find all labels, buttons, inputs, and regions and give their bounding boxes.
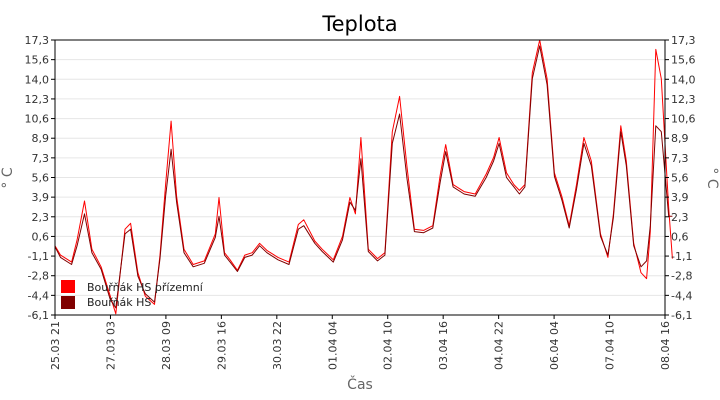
x-tick-label: 03.04 16 (437, 321, 450, 370)
y-tick-label: 0,6 (32, 230, 50, 243)
y-tick-label: -6,1 (28, 309, 49, 322)
x-tick-label: 08.04 16 (659, 321, 672, 370)
y-tick-label-right: 3,9 (671, 191, 689, 204)
y-tick-label: -1,1 (28, 250, 49, 263)
y-tick-label: 15,6 (25, 54, 50, 67)
y-tick-label: 5,6 (32, 172, 50, 185)
chart-title: Teplota (321, 12, 397, 36)
y-tick-label-right: 14,0 (671, 73, 696, 86)
x-axis: 25.03 21 27.03 03 28.03 09 29.03 16 30.03 22… (49, 315, 672, 370)
series-layer (54, 39, 673, 315)
y-tick-label-right: 10,6 (671, 113, 696, 126)
y-tick-label: 3,9 (32, 191, 50, 204)
y-tick-label: 2,3 (32, 211, 50, 224)
y-tick-label-right: 5,6 (671, 172, 689, 185)
y-tick-label: 8,9 (32, 132, 50, 145)
y-tick-label-right: 7,3 (671, 152, 689, 165)
y-tick-label: -2,8 (28, 270, 49, 283)
y-tick-label: 10,6 (25, 113, 50, 126)
y-tick-label: 14,0 (25, 73, 50, 86)
series-line-1 (54, 45, 673, 309)
x-tick-label: 27.03 03 (104, 321, 117, 370)
y-tick-label-right: 15,6 (671, 54, 696, 67)
y-tick-label-right: -2,8 (671, 270, 692, 283)
x-tick-label: 02.04 10 (382, 321, 395, 370)
y-axis-label-right: ° C (704, 167, 720, 188)
y-axis-left: 17,3 15,6 14,0 12,3 10,6 8,9 7,3 5,6 3,9 2,3 0,6 -1… (25, 34, 55, 322)
y-tick-label-right: -4,4 (671, 289, 692, 302)
y-tick-label-right: 17,3 (671, 34, 696, 47)
y-tick-label: 17,3 (25, 34, 50, 47)
y-axis-right: 17,3 15,6 14,0 12,3 10,6 8,9 7,3 5,6 3,9 2,3 0,6 -1… (665, 34, 696, 322)
x-tick-label: 07.04 10 (604, 321, 617, 370)
legend-label-secondary: Bouřňák HS (87, 296, 151, 309)
y-tick-label-right: -1,1 (671, 250, 692, 263)
y-tick-label: 7,3 (32, 152, 50, 165)
y-axis-label-left: ° C (0, 167, 16, 188)
y-tick-label: 12,3 (25, 93, 50, 106)
y-tick-label-right: -6,1 (671, 309, 692, 322)
x-tick-label: 30.03 22 (271, 321, 284, 370)
x-axis-label: Čas (347, 375, 373, 393)
x-tick-label: 01.04 04 (326, 321, 339, 370)
x-tick-label: 29.03 16 (215, 321, 228, 370)
x-tick-label: 04.04 22 (493, 321, 506, 370)
x-tick-label: 06.04 04 (548, 321, 561, 370)
legend-label-primary: Bouřňák HS přízemní (87, 281, 204, 294)
legend: Bouřňák HS přízemní Bouřňák HS (61, 280, 204, 309)
legend-swatch-primary (61, 280, 75, 293)
legend-swatch-secondary (61, 296, 75, 309)
y-tick-label-right: 12,3 (671, 93, 696, 106)
y-tick-label-right: 0,6 (671, 230, 689, 243)
y-tick-label-right: 2,3 (671, 211, 689, 224)
grid (55, 59, 665, 296)
y-tick-label-right: 8,9 (671, 132, 689, 145)
y-tick-label: -4,4 (28, 289, 49, 302)
x-tick-label: 28.03 09 (160, 321, 173, 370)
x-tick-label: 25.03 21 (49, 321, 62, 370)
